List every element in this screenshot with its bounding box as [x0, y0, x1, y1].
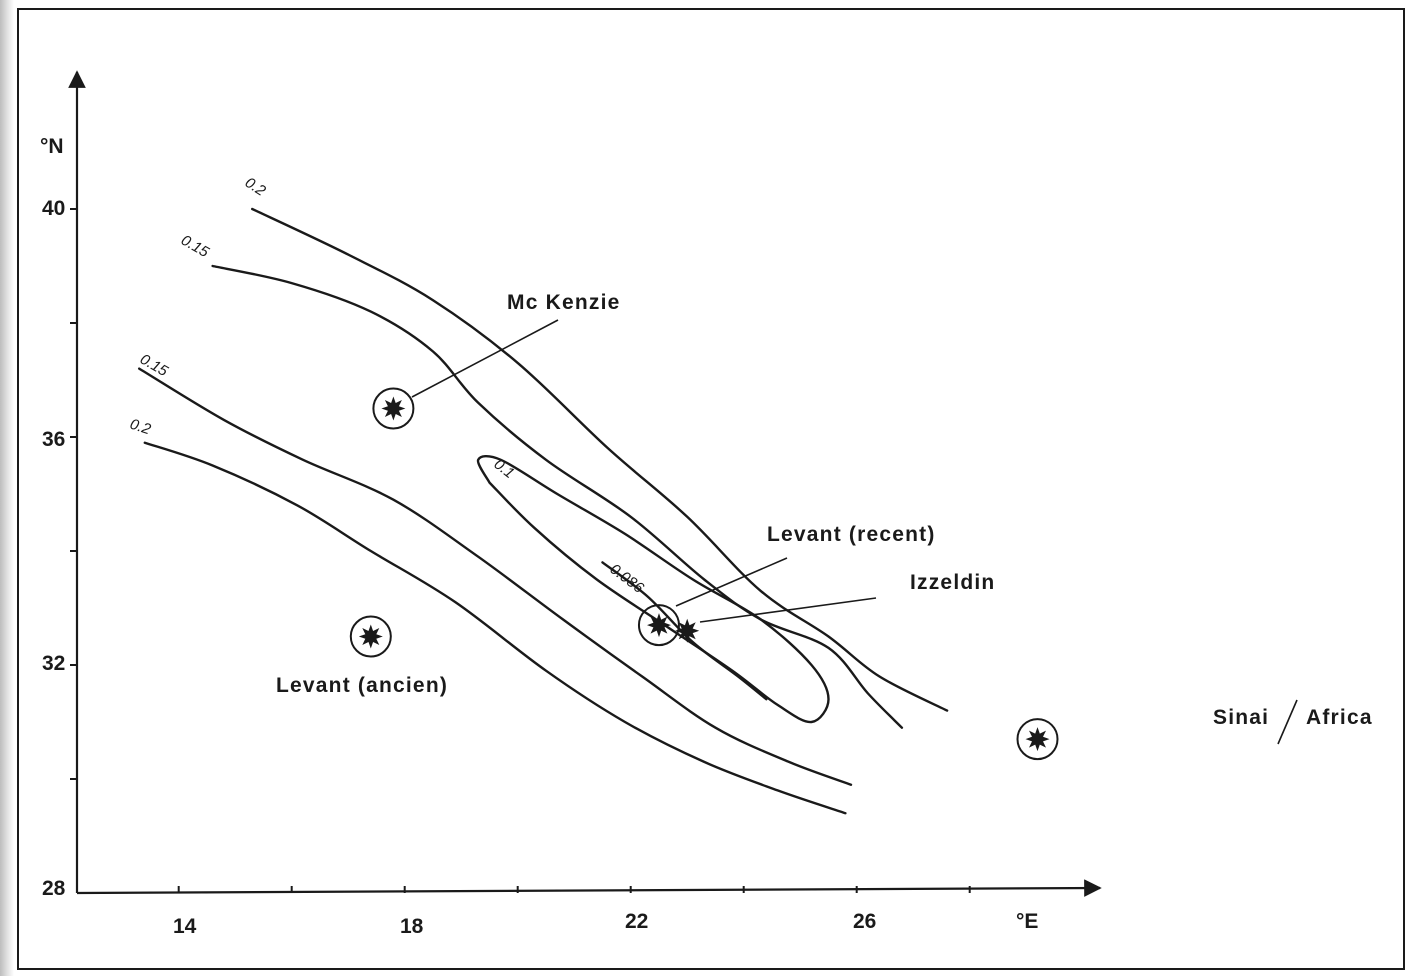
contour-0-2-0	[251, 207, 949, 712]
leader-lines	[411, 319, 877, 623]
site-label-levant-recent: Levant (recent)	[767, 523, 936, 546]
x-tick-label-26: 26	[853, 910, 876, 933]
leader-levant-recent	[675, 557, 788, 607]
site-star-icon-levant-ancien	[358, 624, 383, 649]
site-star-icon-izzeldin	[675, 618, 700, 643]
site-circle-sinai-africa	[1016, 718, 1059, 761]
site-marker-mc-kenzie	[372, 387, 415, 430]
contour-0-1-2	[476, 455, 830, 724]
figure-frame	[17, 8, 1405, 970]
site-marker-levant-ancien	[349, 615, 392, 658]
site-circle-levant-recent	[637, 604, 680, 647]
contour-labels: 0.2 0.15 0.1 0.086 0.15 0.2	[128, 174, 648, 597]
y-tick-label-40: 40	[42, 197, 65, 220]
scan-edge	[0, 0, 14, 976]
site-marker-sinai-africa	[1016, 718, 1059, 761]
x-axis	[76, 879, 1102, 897]
ticks	[70, 208, 971, 893]
contour-0-15-4	[138, 367, 853, 786]
site-label-izzeldin: Izzeldin	[910, 571, 995, 594]
sinai-africa-slash	[1277, 699, 1298, 745]
contour-label-0-2-inner: 0.2	[128, 416, 154, 439]
y-tick-label-28: 28	[42, 877, 66, 900]
contour-label-0-2-outer: 0.2	[242, 174, 269, 200]
site-marker-izzeldin	[675, 618, 700, 643]
contour-label-0-15-inner: 0.15	[137, 351, 171, 381]
site-star-icon-sinai-africa	[1025, 727, 1050, 752]
x-tick-label-14: 14	[173, 915, 197, 938]
y-tick-label-32: 32	[42, 652, 65, 675]
site-label-sinai: Sinai	[1213, 706, 1269, 729]
contour-label-0-15-outer: 0.15	[178, 232, 212, 262]
site-circle-levant-ancien	[349, 615, 392, 658]
site-label-mckenzie: Mc Kenzie	[507, 291, 621, 314]
site-star-icon-mc-kenzie	[381, 396, 406, 421]
contour-0-15-1	[211, 264, 904, 729]
contour-0-086-3	[601, 561, 768, 701]
contour-lines	[138, 207, 949, 815]
leader-izzeldin	[699, 597, 877, 623]
x-tick-label-18: 18	[400, 915, 424, 938]
site-marker-levant-recent	[637, 604, 680, 647]
site-circle-mc-kenzie	[372, 387, 415, 430]
axes	[68, 70, 1102, 897]
y-tick-label-36: 36	[42, 428, 65, 451]
site-label-africa: Africa	[1306, 706, 1373, 729]
contour-0-2-5	[143, 441, 847, 815]
site-markers	[349, 387, 1059, 761]
leader-mckenzie	[411, 319, 559, 398]
y-axis-unit: °N	[40, 135, 64, 158]
contour-label-0-1: 0.1	[491, 456, 518, 482]
site-star-icon-levant-recent	[647, 613, 671, 638]
x-axis-unit: °E	[1016, 910, 1038, 933]
x-tick-label-22: 22	[625, 910, 648, 933]
site-label-levant-ancien: Levant (ancien)	[276, 674, 448, 697]
